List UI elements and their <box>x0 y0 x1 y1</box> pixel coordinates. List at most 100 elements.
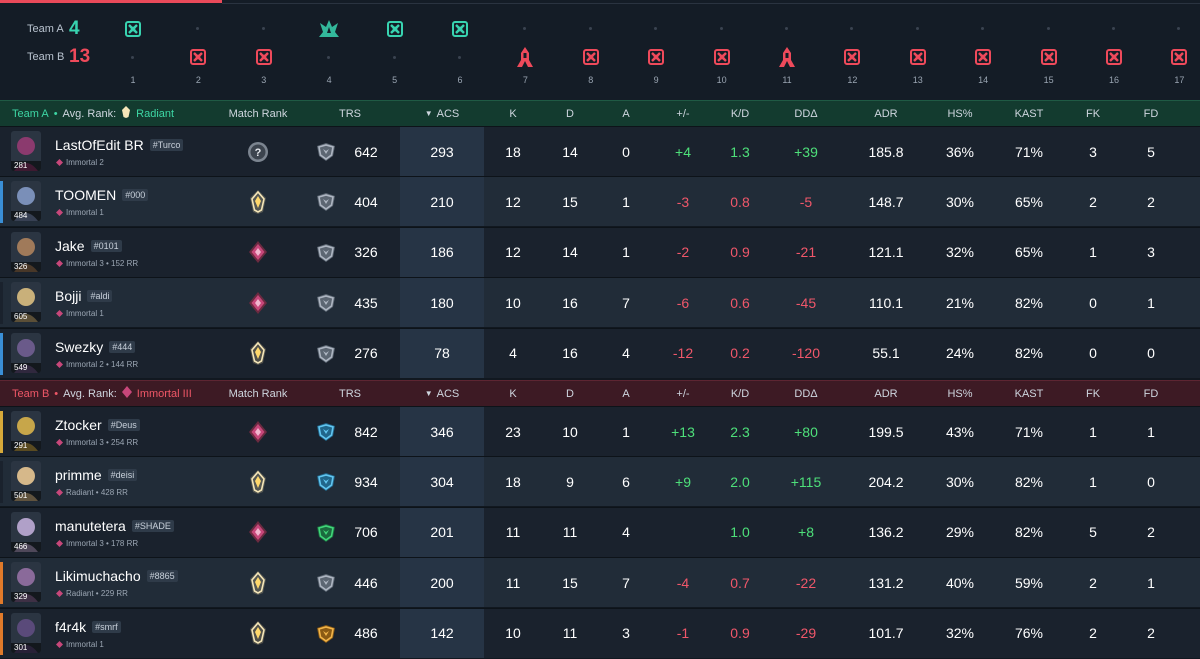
round-9[interactable]: 9 <box>641 0 671 100</box>
player-name-text[interactable]: TOOMEN <box>55 187 117 204</box>
match-rank-icon[interactable] <box>218 609 298 658</box>
round-7[interactable]: 7 <box>510 0 540 100</box>
round-5[interactable]: 5 <box>380 0 410 100</box>
agent-avatar[interactable]: 501 <box>11 461 41 502</box>
column-header-kd[interactable]: K/D <box>730 107 750 120</box>
player-name-text[interactable]: Likimuchacho <box>55 568 141 585</box>
column-header-mr[interactable]: Match Rank <box>228 387 288 400</box>
player-name[interactable]: Bojji #aldi <box>55 288 113 305</box>
column-header-kast[interactable]: KAST <box>1014 107 1044 120</box>
agent-avatar[interactable]: 326 <box>11 231 41 272</box>
assists-value: 6 <box>622 473 630 490</box>
player-row[interactable]: 605 Bojji #aldi Immortal 1 435 180 10 16 7 -6 0.6-… <box>0 277 1200 328</box>
column-header-k[interactable]: K <box>509 107 517 120</box>
column-header-d[interactable]: D <box>566 107 574 120</box>
match-rank-icon[interactable] <box>218 278 298 327</box>
player-row[interactable]: 291 Ztocker #Deus Immortal 3 • 254 RR 842 346… <box>0 406 1200 456</box>
match-rank-icon[interactable] <box>218 329 298 378</box>
agent-avatar[interactable]: 281 <box>11 131 41 171</box>
agent-avatar[interactable]: 466 <box>11 511 41 552</box>
player-name[interactable]: manutetera #SHADE <box>55 518 174 534</box>
player-name[interactable]: Likimuchacho #8865 <box>55 568 178 584</box>
column-header-mr[interactable]: Match Rank <box>228 107 288 120</box>
round-10[interactable]: 10 <box>707 0 737 100</box>
player-name[interactable]: Jake #0101 <box>55 238 122 254</box>
round-11[interactable]: 11 <box>772 0 802 100</box>
match-rank-icon[interactable] <box>218 228 298 277</box>
column-header-fk[interactable]: FK <box>1085 107 1101 120</box>
player-row[interactable]: 326 Jake #0101 Immortal 3 • 152 RR 326 186 12 1… <box>0 226 1200 277</box>
round-8[interactable]: 8 <box>576 0 606 100</box>
player-row[interactable]: 484 TOOMEN #000 Immortal 1 404 210 12 15 1 -3 0.8 -… <box>0 176 1200 227</box>
player-name-text[interactable]: f4r4k <box>55 618 87 635</box>
agent-avatar[interactable]: 605 <box>11 282 41 323</box>
agent-avatar[interactable]: 329 <box>11 562 41 603</box>
column-header-a[interactable]: A <box>622 107 630 120</box>
column-header-hs[interactable]: HS% <box>947 387 973 400</box>
player-row[interactable]: 301 f4r4k #smrf Immortal 1 486 142 10 11 3 -1 0.9 -… <box>0 607 1200 658</box>
agent-avatar[interactable]: 484 <box>11 181 41 222</box>
column-header-fk[interactable]: FK <box>1085 387 1101 400</box>
match-rank-icon[interactable] <box>218 457 298 506</box>
player-row[interactable]: 549 Swezky #444 Immortal 2 • 144 RR 276 78 4 16… <box>0 327 1200 378</box>
player-name-text[interactable]: Ztocker <box>55 417 102 433</box>
round-2[interactable]: 2 <box>183 0 213 100</box>
column-header-fd[interactable]: FD <box>1143 107 1159 120</box>
column-header-k[interactable]: K <box>509 387 517 400</box>
column-header-acs[interactable]: ▼ ACS <box>400 381 484 406</box>
column-header-a[interactable]: A <box>622 387 630 400</box>
round-15[interactable]: 15 <box>1034 0 1064 100</box>
player-name-text[interactable]: manutetera <box>55 517 126 534</box>
agent-avatar[interactable]: 301 <box>11 612 41 653</box>
column-header-fd[interactable]: FD <box>1143 387 1159 400</box>
column-header-kd[interactable]: K/D <box>730 387 750 400</box>
player-name-text[interactable]: Jake <box>55 237 85 254</box>
round-4[interactable]: 4 <box>314 0 344 100</box>
player-name-text[interactable]: primme <box>55 467 102 484</box>
round-13[interactable]: 13 <box>903 0 933 100</box>
round-6[interactable]: 6 <box>445 0 475 100</box>
player-name[interactable]: Swezky #444 <box>55 338 136 355</box>
player-name-text[interactable]: Swezky <box>55 338 104 355</box>
column-header-pm[interactable]: +/- <box>676 387 690 400</box>
player-name-text[interactable]: Bojji <box>55 288 82 305</box>
acs-label: ACS <box>436 387 460 400</box>
column-header-adr[interactable]: ADR <box>874 107 898 120</box>
agent-avatar[interactable]: 291 <box>11 411 41 451</box>
player-name[interactable]: Ztocker #Deus <box>55 417 140 433</box>
column-header-trs[interactable]: TRS <box>339 107 361 120</box>
column-header-dd[interactable]: DDΔ <box>794 387 818 400</box>
player-row[interactable]: 466 manutetera #SHADE Immortal 3 • 178 RR 70… <box>0 506 1200 557</box>
player-name[interactable]: primme #deisi <box>55 467 138 484</box>
player-name[interactable]: TOOMEN #000 <box>55 187 149 204</box>
column-header-d[interactable]: D <box>566 387 574 400</box>
column-header-adr[interactable]: ADR <box>874 387 898 400</box>
match-rank-icon[interactable] <box>218 177 298 226</box>
match-rank-icon[interactable] <box>218 407 298 456</box>
column-header-trs[interactable]: TRS <box>339 387 361 400</box>
round-12[interactable]: 12 <box>837 0 867 100</box>
round-17[interactable]: 17 <box>1164 0 1194 100</box>
empty-round-dot <box>915 27 919 30</box>
player-rank: Immortal 2 • 144 RR <box>56 360 138 369</box>
player-name-text[interactable]: LastOfEdit BR <box>55 137 144 153</box>
match-rank-icon[interactable] <box>218 558 298 607</box>
player-name[interactable]: LastOfEdit BR #Turco <box>55 137 184 153</box>
column-header-acs[interactable]: ▼ ACS <box>400 101 484 126</box>
player-row[interactable]: 329 Likimuchacho #8865 Radiant • 229 RR 446 2… <box>0 557 1200 608</box>
round-1[interactable]: 1 <box>118 0 148 100</box>
column-header-dd[interactable]: DDΔ <box>794 107 818 120</box>
round-14[interactable]: 14 <box>968 0 998 100</box>
player-row[interactable]: 501 primme #deisi Radiant • 428 RR 934 304 18 9… <box>0 456 1200 507</box>
round-16[interactable]: 16 <box>1099 0 1129 100</box>
column-header-kast[interactable]: KAST <box>1014 387 1044 400</box>
player-row[interactable]: 281 LastOfEdit BR #Turco Immortal 2? 642 293 1… <box>0 126 1200 176</box>
player-name[interactable]: f4r4k #smrf <box>55 619 121 635</box>
column-header-pm[interactable]: +/- <box>676 107 690 120</box>
round-3[interactable]: 3 <box>249 0 279 100</box>
match-rank-icon[interactable] <box>218 508 298 557</box>
agent-avatar[interactable]: 549 <box>11 332 41 373</box>
match-rank-icon[interactable]: ? <box>218 127 298 176</box>
deaths-value: 11 <box>562 524 578 541</box>
column-header-hs[interactable]: HS% <box>947 107 973 120</box>
